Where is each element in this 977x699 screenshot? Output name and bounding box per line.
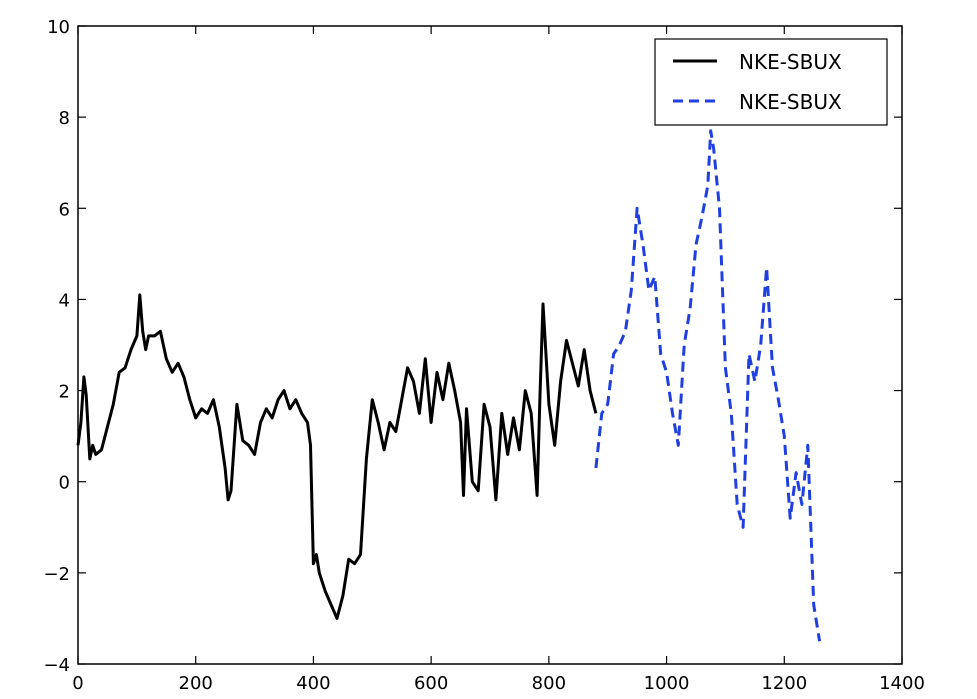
legend-label-series-1: NKE-SBUX <box>739 50 842 74</box>
legend: NKE-SBUX NKE-SBUX <box>654 38 888 126</box>
x-tick-label: 0 <box>72 673 83 694</box>
legend-box <box>654 38 888 126</box>
plot-frame <box>77 25 903 665</box>
x-tick-label: 600 <box>414 673 448 694</box>
y-tick-label: 10 <box>47 17 70 38</box>
x-tick-label: 400 <box>296 673 330 694</box>
y-tick-label: 2 <box>59 382 70 403</box>
series-line-1 <box>76 293 598 620</box>
x-tick-label: 200 <box>179 673 213 694</box>
y-tick-label: 6 <box>59 199 70 220</box>
y-tick-label: −2 <box>43 564 70 585</box>
x-tick-label: 800 <box>532 673 566 694</box>
x-tick-label: 1200 <box>761 673 807 694</box>
y-tick-label: −4 <box>43 655 70 676</box>
ticks-layer: 0 200 400 600 800 1000 1200 1400 −4 −2 0 2 4 6 8 10 <box>43 17 924 694</box>
y-tick-label: 8 <box>59 108 70 129</box>
x-tick-label: 1400 <box>879 673 925 694</box>
x-tick-label: 1000 <box>644 673 690 694</box>
y-tick-label: 0 <box>59 473 70 494</box>
series-layer <box>76 129 822 642</box>
y-tick-label: 4 <box>59 290 70 311</box>
legend-label-series-2: NKE-SBUX <box>739 90 842 114</box>
series-line-2 <box>594 129 822 642</box>
